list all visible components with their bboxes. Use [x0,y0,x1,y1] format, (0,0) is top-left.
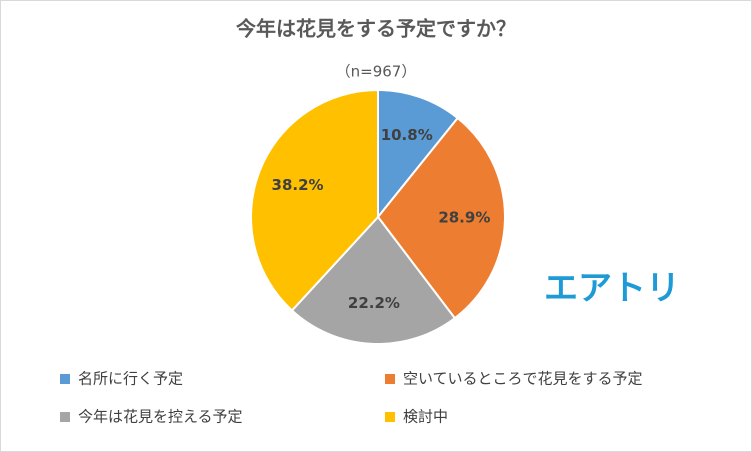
pie-slice [376,116,506,320]
logo: エアトリ [544,269,680,309]
data-label: 10.8% [381,126,433,144]
pie-slice [290,215,457,345]
chart-title: 今年は花見をする予定ですか？ [236,17,516,41]
legend-swatch [60,412,70,422]
legend-swatch [60,374,70,384]
legend-label: 空いているところで花見をする予定 [403,370,643,388]
data-label: 22.2% [348,294,400,312]
legend-label: 名所に行く予定 [78,370,183,388]
data-label: 38.2% [272,176,324,194]
legend-swatch [385,412,395,422]
chart-subtitle: （n=967） [336,63,417,81]
data-label: 28.9% [438,209,490,227]
legend-swatch [385,374,395,384]
pie-slice [377,88,460,220]
legend-label: 今年は花見を控える予定 [78,408,243,426]
pie-slice [250,88,379,312]
legend-label: 検討中 [403,408,448,426]
